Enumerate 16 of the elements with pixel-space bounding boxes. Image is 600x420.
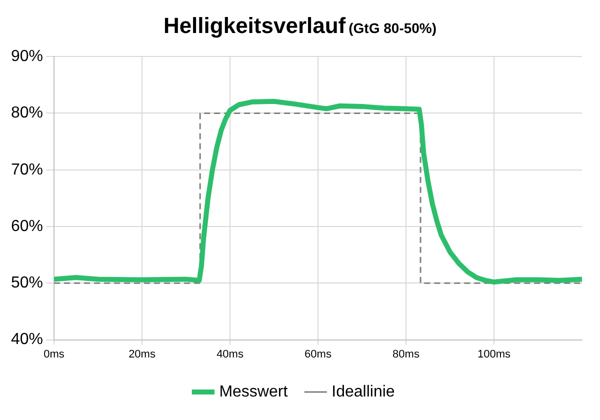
- chart-subtitle: (GtG 80-50%): [348, 20, 437, 36]
- y-tick-label: 60%: [10, 218, 44, 235]
- x-tick-label: 40ms: [216, 348, 244, 360]
- y-tick-label: 40%: [10, 331, 44, 348]
- x-tick-label: 100ms: [477, 348, 512, 360]
- y-tick-label: 90%: [10, 48, 44, 66]
- chart-title: Helligkeitsverlauf: [163, 13, 346, 38]
- y-tick-label: 80%: [10, 104, 44, 122]
- x-tick-label: 80ms: [392, 348, 420, 360]
- x-tick-label: 60ms: [304, 348, 332, 360]
- x-tick-label: 20ms: [128, 348, 156, 360]
- y-tick-label: 50%: [10, 274, 44, 292]
- x-tick-label: 0ms: [44, 348, 65, 360]
- legend-label: Ideallinie: [332, 383, 395, 400]
- y-tick-label: 70%: [10, 161, 44, 178]
- legend-label: Messwert: [219, 383, 288, 400]
